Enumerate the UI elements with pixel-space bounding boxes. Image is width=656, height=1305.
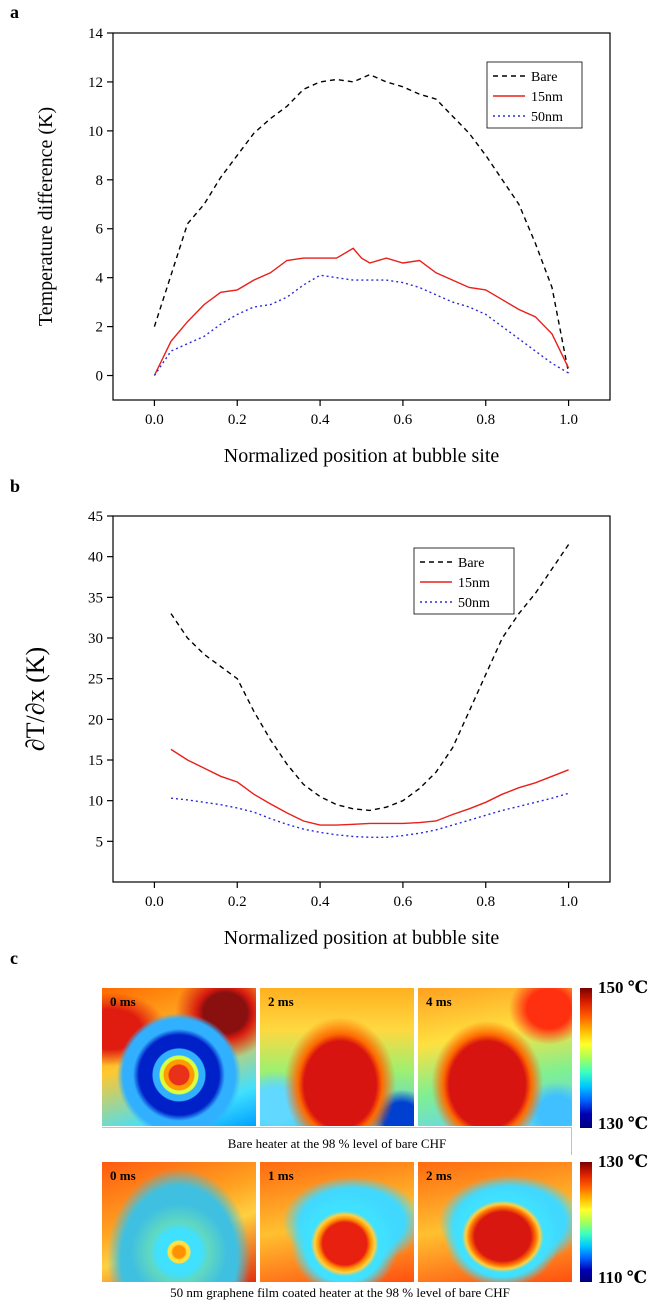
x-tick-label: 0.8 — [476, 894, 495, 910]
frame-label: 0 ms — [110, 994, 136, 1009]
plot-frame — [112, 515, 611, 883]
x-tick-label: 0.0 — [145, 412, 164, 428]
thermal-frame-bare-1: 0 ms — [102, 988, 256, 1126]
y-tick-label: 10 — [88, 124, 103, 140]
y-axis-label: ∂T/∂x (K) — [21, 647, 50, 751]
y-tick-label: 12 — [88, 75, 103, 91]
y-tick-label: 8 — [96, 173, 104, 189]
x-tick-label: 0.2 — [228, 894, 247, 910]
legend-label: 15nm — [458, 576, 490, 591]
x-tick-label: 0.8 — [476, 412, 495, 428]
legend-label: Bare — [531, 70, 557, 85]
frame-label: 0 ms — [110, 1168, 136, 1183]
scale-min-bare: 130 ℃ — [598, 1114, 649, 1133]
thermal-frame-graphene-3: 2 ms — [418, 1162, 572, 1282]
series-line-bare — [170, 544, 570, 812]
plot-frame — [112, 32, 611, 401]
series-line-15nm — [153, 247, 570, 376]
y-tick-label: 20 — [88, 712, 103, 728]
y-tick-label: 35 — [88, 590, 103, 606]
frame-label: 1 ms — [268, 1168, 294, 1183]
x-tick-label: 0.0 — [145, 894, 164, 910]
thermal-frame-bare-3: 4 ms — [418, 988, 572, 1126]
y-tick-label: 5 — [96, 834, 104, 850]
frame-label: 2 ms — [268, 994, 294, 1009]
series-line-50nm — [170, 792, 569, 838]
y-tick-label: 25 — [88, 672, 103, 688]
x-axis-label: Normalized position at bubble site — [224, 927, 500, 949]
panel-label-c: c — [10, 948, 18, 968]
legend-label: 15nm — [531, 90, 563, 105]
x-tick-label: 0.2 — [228, 412, 247, 428]
y-tick-label: 40 — [88, 550, 103, 566]
legend-box — [413, 547, 515, 615]
panel-label-b: b — [10, 476, 21, 496]
x-tick-label: 0.4 — [311, 894, 330, 910]
y-tick-label: 0 — [96, 369, 104, 385]
scale-max-graphene: 130 ℃ — [598, 1152, 649, 1171]
frame-label: 2 ms — [426, 1168, 452, 1183]
colorbar-bare — [580, 988, 592, 1128]
caption-bare: Bare heater at the 98 % level of bare CH… — [227, 1136, 447, 1151]
caption-graphene: 50 nm graphene film coated heater at the… — [170, 1285, 510, 1300]
legend-label: Bare — [458, 556, 484, 571]
chart-temperature-difference: 0.0 0.2 0.4 0.6 0.8 1.0 0 2 4 6 8 10 12 14 Normalized … — [35, 26, 611, 467]
thermal-frame-graphene-1: 0 ms — [102, 1162, 256, 1282]
thermal-frame-graphene-2: 1 ms — [260, 1162, 414, 1282]
legend-label: 50nm — [531, 110, 563, 125]
colorbar-graphene — [580, 1162, 592, 1282]
y-tick-label: 15 — [88, 753, 103, 769]
scale-max-bare: 150 ℃ — [598, 978, 649, 997]
y-tick-label: 2 — [96, 320, 104, 336]
y-tick-label: 4 — [96, 271, 104, 287]
frame-label: 4 ms — [426, 994, 452, 1009]
scale-min-graphene: 110 ℃ — [598, 1268, 648, 1287]
thermal-frame-bare-2: 2 ms — [260, 988, 414, 1126]
y-tick-label: 30 — [88, 631, 103, 647]
series-line-50nm — [153, 274, 569, 376]
x-tick-label: 0.6 — [394, 412, 413, 428]
y-axis-label: Temperature difference (K) — [35, 107, 57, 326]
legend-label: 50nm — [458, 596, 490, 611]
x-axis-label: Normalized position at bubble site — [224, 445, 500, 467]
legend-box — [486, 61, 583, 129]
y-tick-label: 45 — [88, 509, 103, 525]
panel-label-a: a — [10, 2, 19, 22]
x-tick-label: 1.0 — [559, 894, 578, 910]
x-tick-label: 1.0 — [559, 412, 578, 428]
y-tick-label: 6 — [96, 222, 104, 238]
y-tick-label: 14 — [88, 26, 104, 42]
x-tick-label: 0.4 — [311, 412, 330, 428]
y-tick-label: 10 — [88, 794, 103, 810]
x-tick-label: 0.6 — [394, 894, 413, 910]
chart-temperature-gradient: 0.0 0.2 0.4 0.6 0.8 1.0 5 10 15 20 25 30 35 40 45 Norma… — [21, 509, 611, 949]
series-line-15nm — [170, 748, 569, 826]
